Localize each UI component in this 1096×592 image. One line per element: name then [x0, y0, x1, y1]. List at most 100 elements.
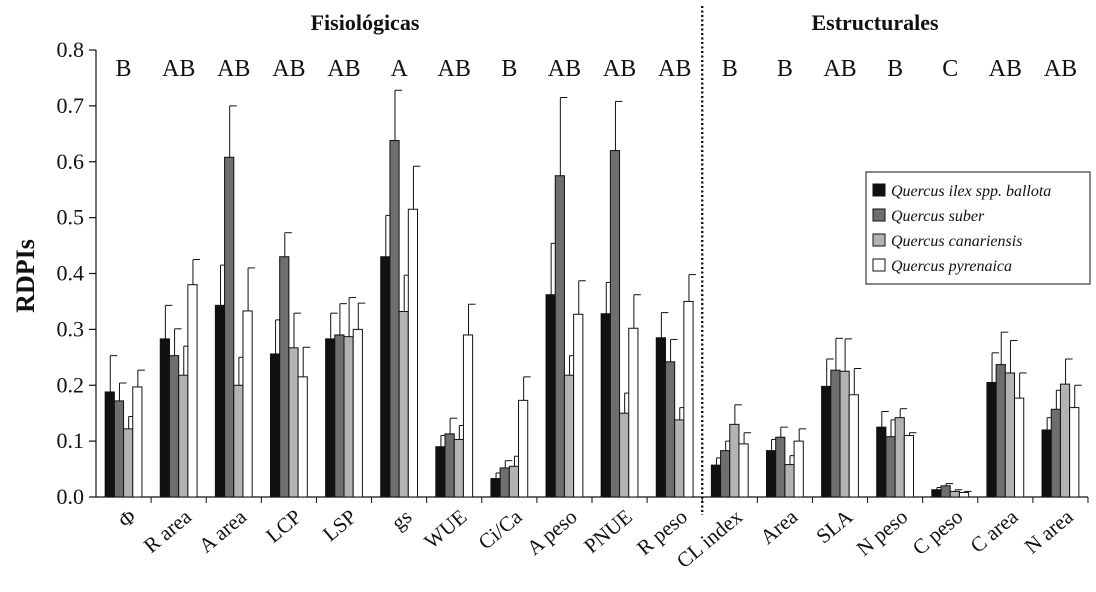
legend-swatch	[872, 183, 886, 197]
bar	[435, 446, 446, 498]
y-tick-label: 0.1	[57, 428, 85, 453]
bar	[619, 412, 630, 498]
bar	[178, 374, 189, 498]
bar	[123, 428, 134, 498]
category-label: A peso	[522, 504, 582, 560]
bar	[784, 464, 795, 498]
bar	[490, 478, 501, 498]
bar	[720, 450, 731, 498]
bar	[1014, 397, 1025, 498]
legend-swatch	[872, 208, 886, 222]
significance-letter: AB	[438, 56, 471, 82]
bar	[563, 374, 575, 498]
category-label: WUE	[419, 504, 471, 553]
category-label: Ci/Ca	[474, 504, 527, 554]
y-tick-label: 0.4	[57, 261, 85, 286]
bar	[104, 391, 115, 498]
significance-letter: AB	[1044, 56, 1077, 82]
bar	[398, 310, 409, 498]
significance-letter: B	[777, 56, 793, 82]
group-title-fisiologicas: Fisiológicas	[311, 10, 420, 35]
bar	[986, 381, 997, 498]
bar	[931, 489, 942, 498]
bar	[903, 435, 915, 498]
significance-letter: AB	[327, 56, 360, 82]
bar	[885, 436, 896, 498]
significance-letter: AB	[989, 56, 1022, 82]
category-label: PNUE	[579, 504, 636, 558]
bar	[462, 334, 474, 498]
bar	[508, 465, 520, 498]
bar	[444, 433, 455, 498]
bar	[343, 336, 354, 498]
bar	[664, 361, 676, 498]
bar	[848, 394, 859, 498]
bar	[573, 313, 584, 498]
bar	[279, 256, 290, 498]
category-label: LCP	[261, 504, 306, 547]
significance-letter: C	[942, 56, 958, 82]
category-label: N peso	[852, 504, 913, 560]
bar	[1069, 407, 1080, 498]
bar	[830, 369, 841, 498]
significance-letter: AB	[823, 56, 856, 82]
bar	[655, 337, 666, 498]
bar	[876, 426, 887, 498]
bar	[159, 338, 170, 498]
bar	[765, 450, 777, 498]
group-title-estructurales: Estructurales	[811, 10, 939, 35]
bar	[545, 294, 556, 498]
y-tick-label: 0.6	[57, 149, 85, 174]
category-label: SLA	[811, 504, 857, 548]
bar	[949, 490, 960, 498]
bar	[214, 304, 226, 498]
legend-entry: Quercus pyrenaica	[891, 258, 1012, 275]
bar	[288, 347, 299, 498]
y-axis-label: RDPIs	[11, 239, 40, 313]
significance-letter: B	[887, 56, 903, 82]
category-label: C area	[966, 504, 1023, 558]
bar	[839, 370, 850, 498]
bar	[710, 464, 722, 498]
significance-letter: AB	[658, 56, 691, 82]
significance-letter: B	[116, 56, 132, 82]
legend-swatch	[872, 258, 886, 272]
legend-swatch	[872, 233, 886, 247]
legend-entry: Quercus ilex spp. ballota	[891, 183, 1051, 200]
bar	[674, 419, 685, 498]
category-label: N area	[1020, 504, 1078, 558]
significance-letter: AB	[217, 56, 250, 82]
bar	[352, 328, 363, 498]
bar	[1059, 383, 1071, 498]
bar	[113, 400, 125, 498]
significance-letter: B	[501, 56, 517, 82]
bar	[940, 485, 951, 498]
bar	[628, 327, 639, 498]
bar	[518, 399, 529, 498]
bar	[995, 364, 1006, 498]
bar	[242, 310, 253, 498]
category-label: Area	[755, 504, 802, 549]
bar	[187, 284, 198, 498]
y-tick-label: 0.3	[57, 316, 85, 341]
bar	[1041, 429, 1052, 498]
category-label: Φ	[114, 504, 141, 532]
legend-entry: Quercus suber	[891, 208, 985, 225]
category-label: C peso	[908, 504, 968, 560]
bar	[1004, 372, 1016, 498]
bar	[894, 417, 905, 498]
bar	[334, 334, 345, 498]
bar	[297, 376, 308, 498]
bar	[775, 436, 786, 498]
bar	[224, 156, 235, 498]
significance-letter: AB	[162, 56, 195, 82]
bar	[269, 353, 281, 498]
significance-letter: A	[390, 56, 408, 82]
bar	[793, 440, 804, 498]
y-tick-label: 0.8	[57, 37, 85, 62]
bar	[729, 423, 740, 498]
bar	[389, 140, 400, 498]
